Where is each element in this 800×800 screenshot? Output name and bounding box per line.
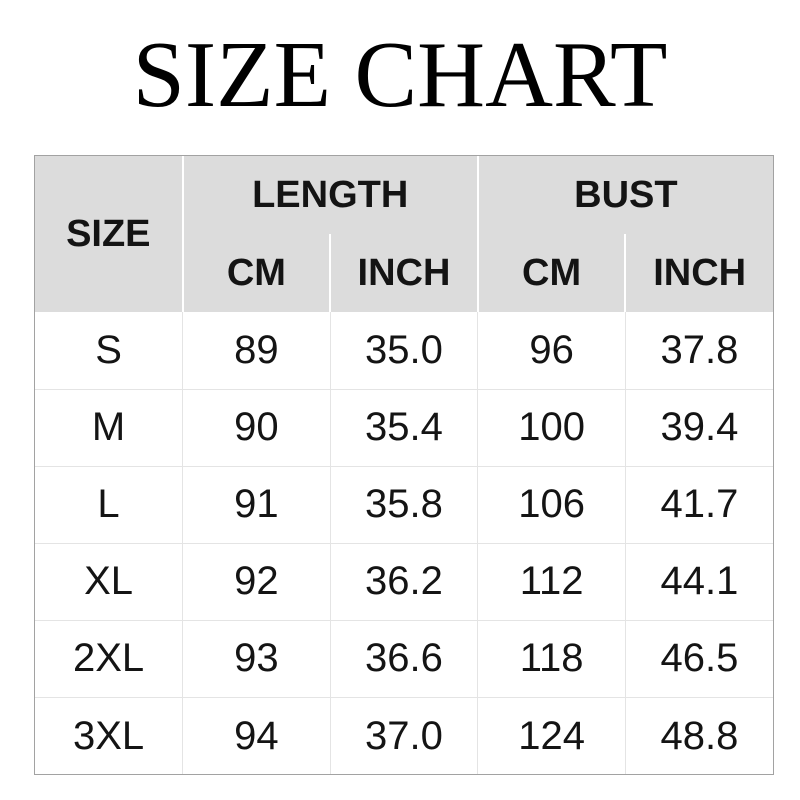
- cell-length-cm: 89: [182, 312, 331, 390]
- cell-size: 2XL: [35, 619, 184, 698]
- cell-length-cm: 91: [182, 465, 331, 544]
- cell-bust-inch: 39.4: [625, 388, 773, 467]
- table-row: L 91 35.8 106 41.7: [35, 465, 773, 544]
- cell-size: L: [35, 465, 184, 544]
- cell-length-cm: 90: [182, 388, 331, 467]
- header-subcell-bust-cm: CM: [477, 234, 627, 313]
- cell-bust-inch: 37.8: [625, 312, 773, 390]
- size-chart-page: SIZE CHART SIZE LENGTH BUST CM INCH CM I…: [0, 23, 800, 800]
- table-row: 3XL 94 37.0 124 48.8: [35, 696, 773, 775]
- table-body: S 89 35.0 96 37.8 M 90 35.4 100 39.4 L 9…: [35, 312, 773, 775]
- header-subcell-length-cm: CM: [182, 234, 332, 313]
- table-header: SIZE LENGTH BUST CM INCH CM INCH: [35, 156, 773, 313]
- header-cell-size: SIZE: [35, 156, 184, 313]
- cell-length-inch: 36.6: [330, 619, 479, 698]
- cell-bust-cm: 106: [477, 465, 626, 544]
- cell-length-cm: 92: [182, 542, 331, 621]
- header-cell-bust: BUST: [477, 156, 773, 235]
- cell-bust-cm: 112: [477, 542, 626, 621]
- cell-length-cm: 94: [182, 696, 331, 775]
- size-chart-table-frame: SIZE LENGTH BUST CM INCH CM INCH S 89 35…: [34, 155, 774, 776]
- header-row-groups: SIZE LENGTH BUST: [35, 156, 773, 313]
- cell-length-inch: 35.0: [330, 312, 479, 390]
- size-chart-table: SIZE LENGTH BUST CM INCH CM INCH S 89 35…: [35, 156, 773, 775]
- page-title: SIZE CHART: [132, 23, 668, 127]
- header-cell-length: LENGTH: [182, 156, 479, 235]
- cell-size: XL: [35, 542, 184, 621]
- cell-bust-inch: 41.7: [625, 465, 773, 544]
- table-row: XL 92 36.2 112 44.1: [35, 542, 773, 621]
- cell-size: 3XL: [35, 696, 184, 775]
- cell-length-inch: 37.0: [330, 696, 479, 775]
- cell-length-inch: 36.2: [330, 542, 479, 621]
- cell-bust-inch: 46.5: [625, 619, 773, 698]
- table-row: S 89 35.0 96 37.8: [35, 312, 773, 390]
- cell-bust-cm: 96: [477, 312, 626, 390]
- cell-bust-cm: 118: [477, 619, 626, 698]
- header-subcell-bust-inch: INCH: [625, 234, 773, 313]
- cell-length-cm: 93: [182, 619, 331, 698]
- cell-bust-cm: 124: [477, 696, 626, 775]
- table-row: M 90 35.4 100 39.4: [35, 388, 773, 467]
- header-subcell-length-inch: INCH: [330, 234, 479, 313]
- cell-length-inch: 35.8: [330, 465, 479, 544]
- cell-bust-inch: 48.8: [625, 696, 773, 775]
- cell-length-inch: 35.4: [330, 388, 479, 467]
- table-row: 2XL 93 36.6 118 46.5: [35, 619, 773, 698]
- header-row-units: CM INCH CM INCH: [35, 234, 773, 313]
- cell-bust-cm: 100: [477, 388, 626, 467]
- cell-size: S: [35, 312, 184, 390]
- cell-bust-inch: 44.1: [625, 542, 773, 621]
- cell-size: M: [35, 388, 184, 467]
